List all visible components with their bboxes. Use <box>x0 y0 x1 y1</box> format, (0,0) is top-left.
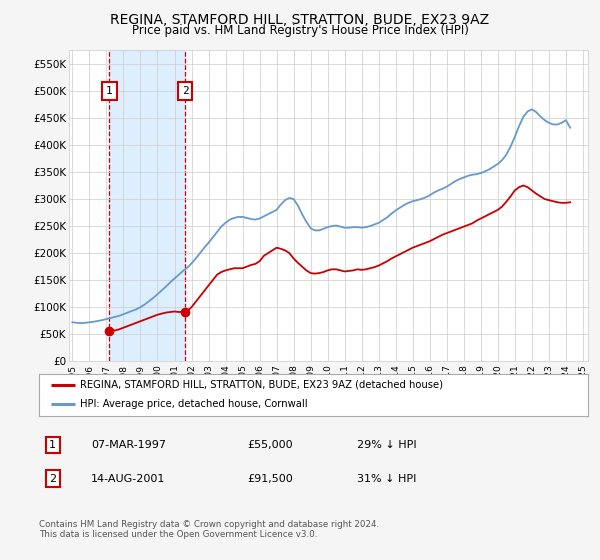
Bar <box>109 50 185 361</box>
Text: Contains HM Land Registry data © Crown copyright and database right 2024.
This d: Contains HM Land Registry data © Crown c… <box>39 520 379 539</box>
Text: REGINA, STAMFORD HILL, STRATTON, BUDE, EX23 9AZ (detached house): REGINA, STAMFORD HILL, STRATTON, BUDE, E… <box>80 380 443 390</box>
Text: £55,000: £55,000 <box>248 440 293 450</box>
Text: £91,500: £91,500 <box>248 474 293 484</box>
Text: 31% ↓ HPI: 31% ↓ HPI <box>358 474 417 484</box>
Text: 14-AUG-2001: 14-AUG-2001 <box>91 474 166 484</box>
Text: 2: 2 <box>49 474 56 484</box>
Text: Price paid vs. HM Land Registry's House Price Index (HPI): Price paid vs. HM Land Registry's House … <box>131 24 469 38</box>
Text: 07-MAR-1997: 07-MAR-1997 <box>91 440 166 450</box>
Text: HPI: Average price, detached house, Cornwall: HPI: Average price, detached house, Corn… <box>80 399 308 409</box>
Text: 1: 1 <box>106 86 113 96</box>
Text: 1: 1 <box>49 440 56 450</box>
Text: 2: 2 <box>182 86 188 96</box>
Text: REGINA, STAMFORD HILL, STRATTON, BUDE, EX23 9AZ: REGINA, STAMFORD HILL, STRATTON, BUDE, E… <box>110 13 490 27</box>
Text: 29% ↓ HPI: 29% ↓ HPI <box>358 440 417 450</box>
